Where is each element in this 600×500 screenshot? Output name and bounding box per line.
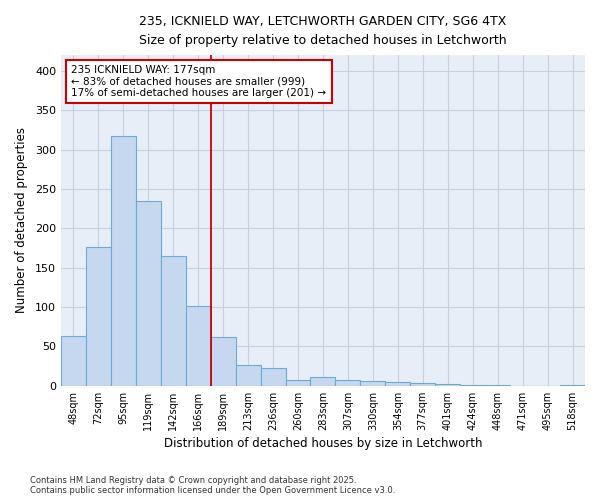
Bar [61, 336, 86, 386]
Bar [211, 337, 236, 386]
Bar [260, 368, 286, 386]
Bar [361, 381, 385, 386]
Text: Contains HM Land Registry data © Crown copyright and database right 2025.
Contai: Contains HM Land Registry data © Crown c… [30, 476, 395, 495]
Bar [236, 366, 260, 386]
Bar [435, 384, 460, 386]
X-axis label: Distribution of detached houses by size in Letchworth: Distribution of detached houses by size … [164, 437, 482, 450]
Bar [560, 385, 585, 386]
Bar [385, 382, 410, 386]
Bar [111, 136, 136, 386]
Bar [485, 385, 510, 386]
Bar [310, 377, 335, 386]
Text: 235 ICKNIELD WAY: 177sqm
← 83% of detached houses are smaller (999)
17% of semi-: 235 ICKNIELD WAY: 177sqm ← 83% of detach… [71, 65, 326, 98]
Bar [460, 385, 485, 386]
Bar [410, 382, 435, 386]
Bar [136, 201, 161, 386]
Y-axis label: Number of detached properties: Number of detached properties [15, 128, 28, 314]
Bar [86, 247, 111, 386]
Bar [161, 256, 186, 386]
Bar [335, 380, 361, 386]
Title: 235, ICKNIELD WAY, LETCHWORTH GARDEN CITY, SG6 4TX
Size of property relative to : 235, ICKNIELD WAY, LETCHWORTH GARDEN CIT… [139, 15, 507, 47]
Bar [186, 306, 211, 386]
Bar [286, 380, 310, 386]
